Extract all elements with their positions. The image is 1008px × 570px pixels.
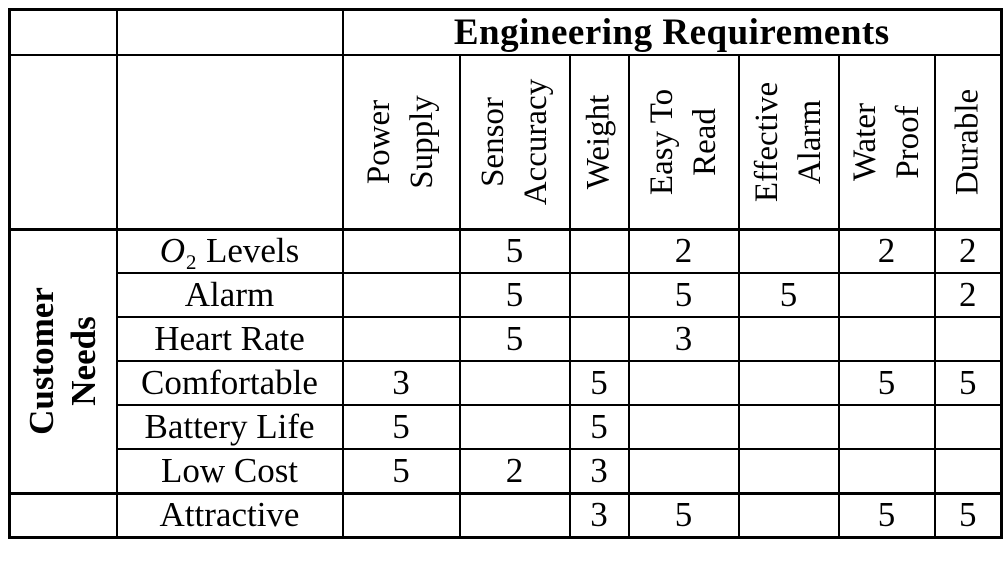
matrix-cell: 5 — [837, 360, 936, 406]
matrix-cell: 5 — [933, 491, 1003, 538]
col-header-label: Durable — [949, 88, 986, 195]
corner-cell — [8, 54, 118, 231]
matrix-cell — [837, 272, 936, 318]
matrix-cell: 5 — [341, 448, 461, 494]
matrix-cell — [737, 228, 840, 274]
col-header-durable: Durable — [933, 54, 1003, 231]
engineering-requirements-header: Engineering Requirements — [341, 8, 1003, 56]
matrix-cell: 5 — [458, 316, 571, 362]
matrix-cell — [458, 404, 571, 450]
matrix-cell — [568, 316, 630, 362]
matrix-cell — [737, 316, 840, 362]
customer-needs-header: Customer Needs — [8, 228, 118, 494]
matrix-cell: 2 — [627, 228, 740, 274]
row-attractive: Attractive 3 5 5 5 — [8, 491, 1003, 538]
matrix-cell — [737, 491, 840, 538]
row-low-cost: Low Cost 5 2 3 — [10, 448, 1003, 494]
matrix-cell: 5 — [837, 491, 936, 538]
matrix-cell — [341, 272, 461, 318]
matrix-cell: 5 — [627, 491, 740, 538]
matrix-cell: 3 — [568, 491, 630, 538]
row-label: Low Cost — [115, 448, 344, 494]
row-comfortable: Comfortable 3 5 5 5 — [10, 360, 1003, 406]
matrix-cell — [458, 360, 571, 406]
col-header-label: Water Proof — [846, 102, 926, 181]
column-headers-row: Power Supply Sensor Accuracy Weight Easy… — [8, 54, 1003, 231]
row-label: Comfortable — [115, 360, 344, 406]
matrix-cell — [837, 404, 936, 450]
matrix-cell — [341, 228, 461, 274]
matrix-cell — [837, 316, 936, 362]
col-header-effective-alarm: Effective Alarm — [737, 54, 840, 231]
col-header-power-supply: Power Supply — [341, 54, 461, 231]
matrix-cell: 5 — [568, 360, 630, 406]
matrix-cell: 5 — [737, 272, 840, 318]
col-header-label: Weight — [580, 94, 617, 190]
matrix-cell — [933, 316, 1003, 362]
matrix-cell: 2 — [933, 272, 1003, 318]
row-label: Alarm — [115, 272, 344, 318]
col-header-label: Power Supply — [361, 94, 440, 189]
qfd-matrix-table: Engineering Requirements Power Supply Se… — [8, 8, 1004, 539]
matrix-cell — [568, 272, 630, 318]
matrix-cell — [341, 491, 461, 538]
row-label: Battery Life — [115, 404, 344, 450]
matrix-cell — [737, 448, 840, 494]
matrix-cell: 3 — [341, 360, 461, 406]
matrix-cell — [737, 404, 840, 450]
matrix-cell — [627, 448, 740, 494]
matrix-cell — [458, 491, 571, 538]
row-o2-levels: Customer Needs O₂ Levels 5 2 2 2 — [8, 228, 1003, 494]
col-header-weight: Weight — [568, 54, 630, 231]
matrix-cell: 5 — [933, 360, 1003, 406]
matrix-cell: 2 — [458, 448, 571, 494]
customer-needs-label: Customer Needs — [22, 287, 104, 435]
corner-cell — [115, 8, 344, 56]
matrix-cell — [837, 448, 936, 494]
col-header-easy-to-read: Easy To Read — [627, 54, 740, 231]
matrix-cell: 5 — [341, 404, 461, 450]
corner-cell — [8, 8, 118, 56]
row-battery-life: Battery Life 5 5 — [10, 404, 1003, 450]
matrix-cell — [933, 404, 1003, 450]
matrix-cell: 3 — [627, 316, 740, 362]
matrix-cell — [933, 448, 1003, 494]
matrix-cell: 3 — [568, 448, 630, 494]
col-header-water-proof: Water Proof — [837, 54, 936, 231]
col-header-label: Effective Alarm — [748, 81, 828, 202]
matrix-cell — [737, 360, 840, 406]
row-label: O₂ Levels — [115, 228, 344, 274]
corner-cell — [115, 54, 344, 231]
title-row: Engineering Requirements — [8, 8, 1003, 56]
matrix-cell — [341, 316, 461, 362]
matrix-cell: 2 — [837, 228, 936, 274]
col-header-label: Easy To Read — [643, 88, 723, 195]
matrix-cell: 5 — [568, 404, 630, 450]
row-label: Heart Rate — [115, 316, 344, 362]
matrix-cell: 2 — [933, 228, 1003, 274]
row-heart-rate: Heart Rate 5 3 — [10, 316, 1003, 362]
matrix-cell: 5 — [627, 272, 740, 318]
col-header-label: Sensor Accuracy — [474, 78, 554, 205]
matrix-cell: 5 — [458, 272, 571, 318]
col-header-sensor-accuracy: Sensor Accuracy — [458, 54, 571, 231]
row-alarm: Alarm 5 5 5 2 — [10, 272, 1003, 318]
row-label: Attractive — [115, 491, 344, 538]
corner-cell — [8, 491, 118, 538]
matrix-cell: 5 — [458, 228, 571, 274]
matrix-cell — [627, 360, 740, 406]
matrix-cell — [627, 404, 740, 450]
matrix-cell — [568, 228, 630, 274]
